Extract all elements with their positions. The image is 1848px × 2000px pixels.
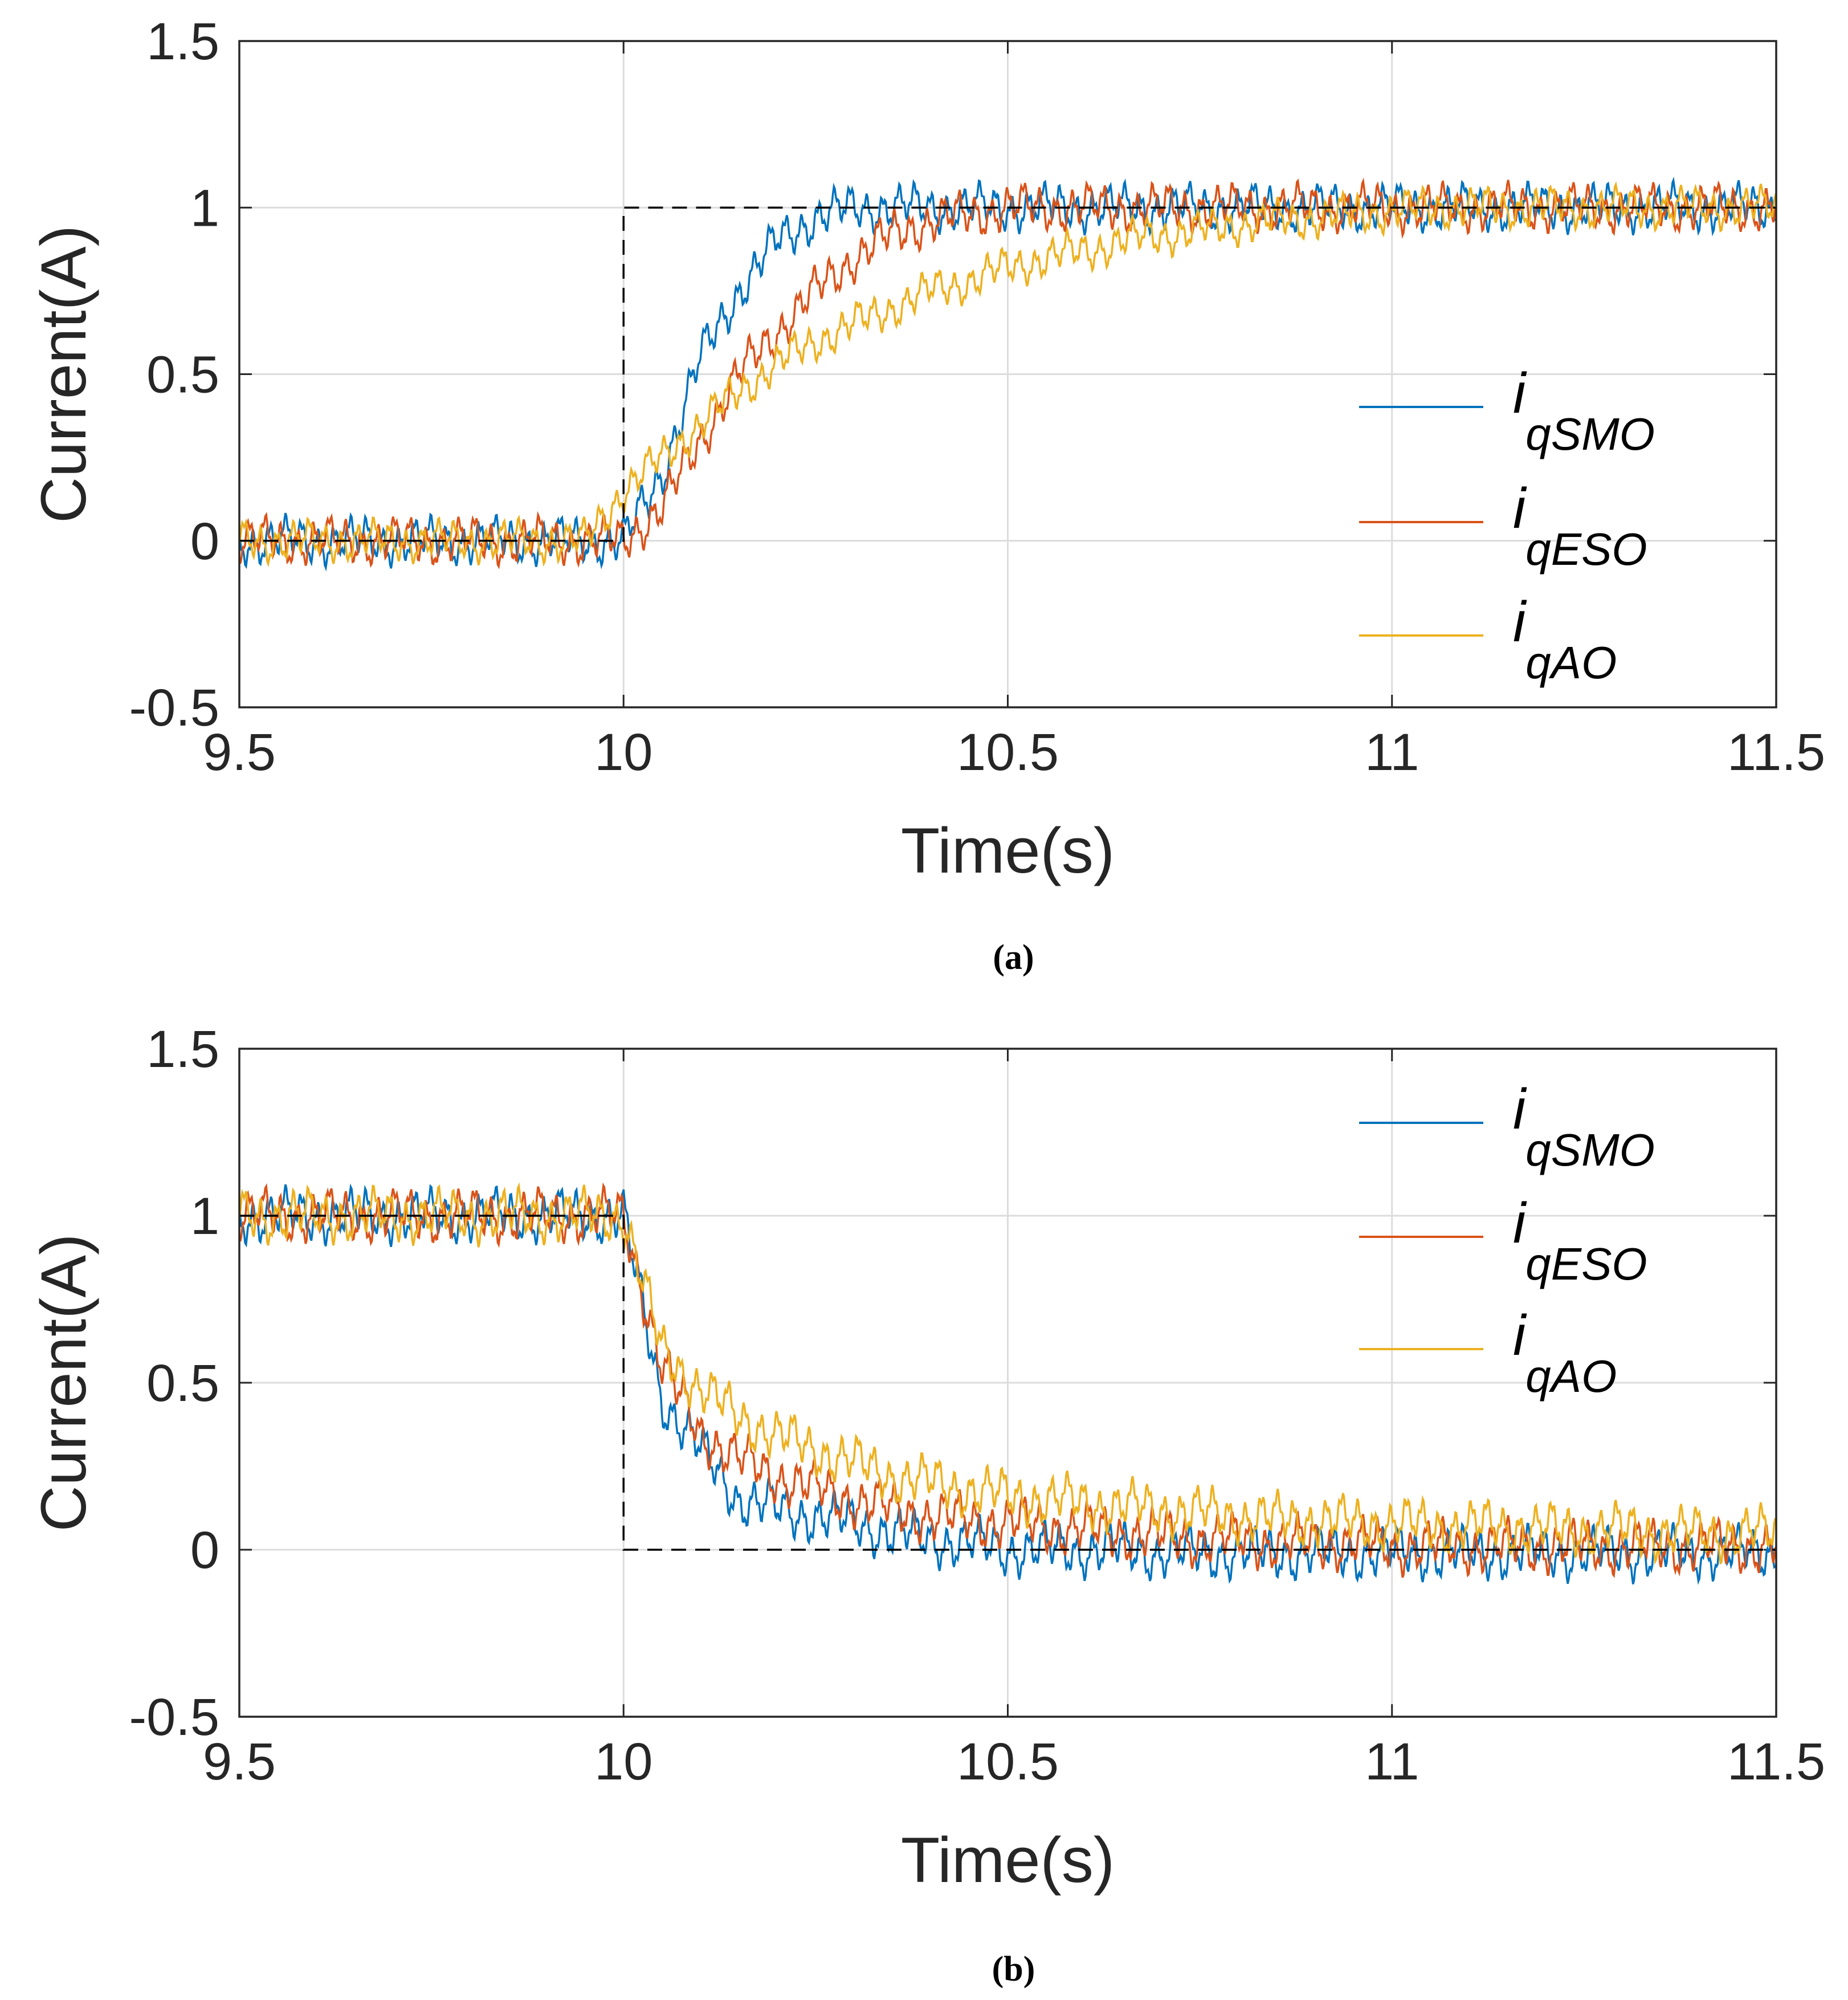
legend-label-iqESO: iqESO: [1513, 476, 1647, 575]
legend-label-iqESO: iqESO: [1513, 1191, 1647, 1289]
y-tick-label: 0: [190, 1521, 219, 1579]
y-tick-label: 0.5: [146, 1354, 219, 1412]
y-tick-label: 0.5: [146, 346, 219, 404]
y-tick-label: 0: [190, 512, 219, 571]
figure-caption: (a): [993, 938, 1034, 977]
x-tick-label: 10: [594, 1733, 652, 1791]
reference-line: [239, 1215, 1776, 1551]
legend-label-iqSMO: iqSMO: [1513, 361, 1655, 459]
y-axis-label: Current(A): [28, 1234, 99, 1532]
legend-label-main: i: [1513, 1191, 1527, 1255]
legend-label-iqAO: iqAO: [1513, 1304, 1617, 1402]
legend-label-main: i: [1513, 590, 1527, 654]
x-tick-label: 9.5: [203, 1733, 276, 1791]
y-tick-label: 1: [190, 179, 219, 237]
chart-b: 9.5 10 10.5 11 11.5-0.500.511.5Time(s)Curren…: [28, 1020, 1825, 1989]
series-line-iqSMO: [238, 176, 1777, 572]
series-line-iqSMO: [238, 1183, 1777, 1585]
x-tick-label: 11: [1365, 1733, 1419, 1791]
legend-label-iqAO: iqAO: [1513, 590, 1617, 688]
x-axis-label: Time(s): [901, 1824, 1115, 1896]
plot-frame: [238, 1048, 1777, 1718]
legend-label-subscript: qSMO: [1525, 1125, 1655, 1175]
x-tick-label: 9.5: [203, 723, 276, 781]
figure-caption: (b): [992, 1950, 1035, 1989]
x-tick-label: 11: [1365, 723, 1419, 781]
x-tick-label: 11.5: [1727, 1733, 1825, 1791]
plot-frame: [238, 40, 1777, 708]
y-tick-label: 1.5: [146, 13, 219, 71]
y-tick-label: -0.5: [129, 679, 219, 737]
x-tick-label: 11.5: [1727, 723, 1825, 781]
y-tick-label: -0.5: [129, 1688, 219, 1746]
legend-label-subscript: qAO: [1525, 1351, 1617, 1402]
legend-label-main: i: [1513, 1304, 1527, 1367]
reference-line: [239, 206, 1776, 542]
y-tick-label: 1: [190, 1187, 219, 1245]
y-axis-label: Current(A): [28, 225, 99, 523]
legend-label-main: i: [1513, 1077, 1527, 1141]
x-tick-label: 10.5: [957, 1733, 1059, 1791]
legend-label-subscript: qESO: [1525, 1239, 1647, 1289]
legend-label-subscript: qSMO: [1525, 409, 1655, 459]
x-axis-label: Time(s): [901, 815, 1115, 886]
x-tick-label: 10.5: [957, 723, 1059, 781]
chart-a: 9.5 10 10.5 11 11.5-0.500.511.5Time(s)Curren…: [28, 13, 1825, 977]
x-tick-label: 10: [594, 723, 652, 781]
series-line-iqAO: [238, 181, 1777, 568]
legend-label-main: i: [1513, 476, 1527, 540]
legend-label-main: i: [1513, 361, 1527, 425]
legend-label-subscript: qESO: [1525, 524, 1647, 575]
legend-label-subscript: qAO: [1525, 637, 1617, 688]
y-tick-label: 1.5: [146, 1020, 219, 1078]
series-line-iqAO: [238, 1182, 1777, 1565]
legend-label-iqSMO: iqSMO: [1513, 1077, 1655, 1175]
